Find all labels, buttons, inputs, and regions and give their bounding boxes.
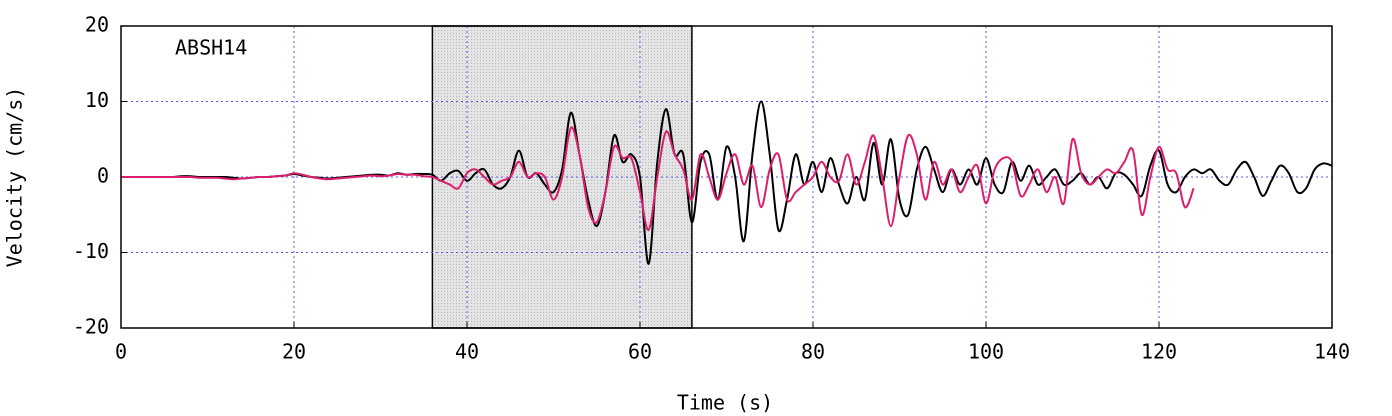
y-tick-label: 0 (97, 164, 109, 188)
series-line (120, 100, 1333, 265)
x-tick-label: 60 (628, 340, 652, 364)
plot-layer (120, 25, 1333, 329)
x-tick-label: 20 (282, 340, 306, 364)
x-tick-label: 80 (801, 340, 825, 364)
x-axis-title: Time (s) (677, 391, 773, 415)
plot-frame (120, 25, 1333, 329)
y-tick-label: -10 (73, 239, 109, 263)
y-tick-label: -20 (73, 315, 109, 339)
series-line (120, 126, 1195, 231)
x-tick-label: 120 (1141, 340, 1177, 364)
station-label: ABSH14 (175, 36, 247, 60)
x-tick-label: 140 (1314, 340, 1350, 364)
x-tick-label: 40 (455, 340, 479, 364)
y-axis-title: Velocity (cm/s) (3, 87, 27, 268)
y-tick-label: 20 (85, 13, 109, 37)
y-tick-label: 10 (85, 88, 109, 112)
x-tick-label: 0 (115, 340, 127, 364)
x-tick-label: 100 (968, 340, 1004, 364)
